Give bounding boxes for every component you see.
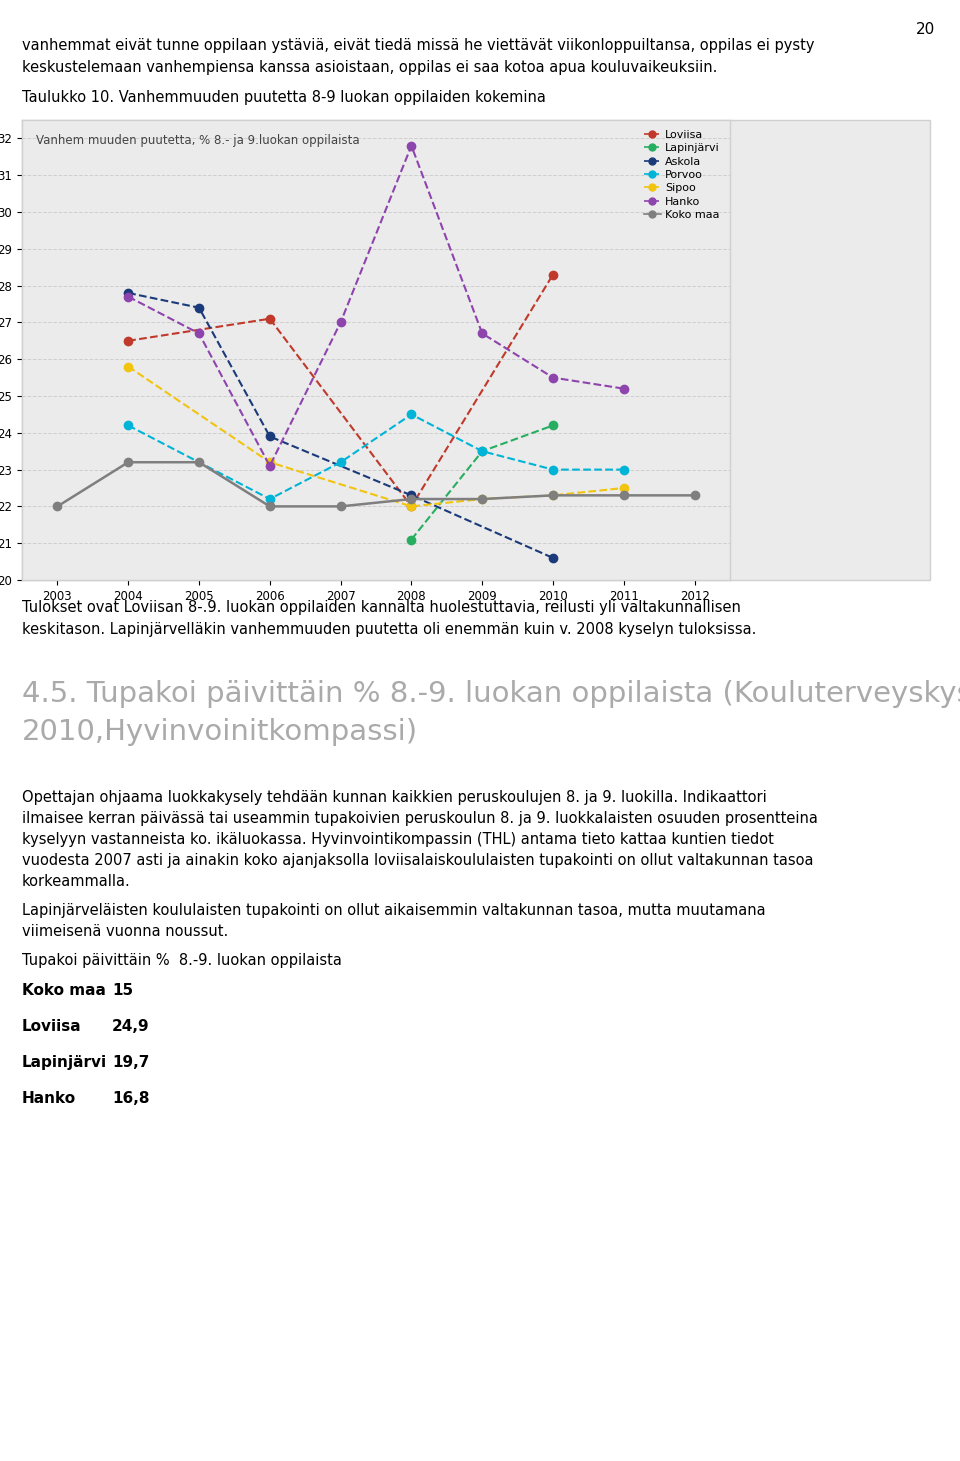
Text: 24,9: 24,9: [112, 1018, 150, 1034]
Text: 4.5. Tupakoi päivittäin % 8.-9. luokan oppilaista (Kouluterveyskysely: 4.5. Tupakoi päivittäin % 8.-9. luokan o…: [22, 679, 960, 709]
Text: 15: 15: [112, 983, 133, 998]
Text: Opettajan ohjaama luokkakysely tehdään kunnan kaikkien peruskoulujen 8. ja 9. lu: Opettajan ohjaama luokkakysely tehdään k…: [22, 790, 767, 805]
Text: Lapinjärveläisten koululaisten tupakointi on ollut aikaisemmin valtakunnan tasoa: Lapinjärveläisten koululaisten tupakoint…: [22, 903, 766, 918]
Text: vuodesta 2007 asti ja ainakin koko ajanjaksolla loviisalaiskoululaisten tupakoin: vuodesta 2007 asti ja ainakin koko ajanj…: [22, 853, 813, 868]
Text: ilmaisee kerran päivässä tai useammin tupakoivien peruskoulun 8. ja 9. luokkalai: ilmaisee kerran päivässä tai useammin tu…: [22, 811, 818, 825]
Text: Tulokset ovat Loviisan 8-.9. luokan oppilaiden kannalta huolestuttavia, reilusti: Tulokset ovat Loviisan 8-.9. luokan oppi…: [22, 600, 741, 615]
Text: Taulukko 10. Vanhemmuuden puutetta 8-9 luokan oppilaiden kokemina: Taulukko 10. Vanhemmuuden puutetta 8-9 l…: [22, 91, 546, 105]
Text: Koko maa: Koko maa: [22, 983, 106, 998]
Text: keskitason. Lapinjärvelläkin vanhemmuuden puutetta oli enemmän kuin v. 2008 kyse: keskitason. Lapinjärvelläkin vanhemmuude…: [22, 622, 756, 637]
Text: korkeammalla.: korkeammalla.: [22, 874, 131, 888]
Text: keskustelemaan vanhempiensa kanssa asioistaan, oppilas ei saa kotoa apua kouluva: keskustelemaan vanhempiensa kanssa asioi…: [22, 60, 717, 75]
Text: Loviisa: Loviisa: [22, 1018, 82, 1034]
Text: Vanhem muuden puutetta, % 8.- ja 9.luokan oppilaista: Vanhem muuden puutetta, % 8.- ja 9.luoka…: [36, 134, 360, 146]
Legend: Loviisa, Lapinjärvi, Askola, Porvoo, Sipoo, Hanko, Koko maa: Loviisa, Lapinjärvi, Askola, Porvoo, Sip…: [639, 126, 725, 225]
FancyBboxPatch shape: [730, 120, 930, 580]
Text: 2010,Hyvinvoinitkompassi): 2010,Hyvinvoinitkompassi): [22, 717, 419, 747]
Text: Hanko: Hanko: [22, 1091, 76, 1106]
Text: Lapinjärvi: Lapinjärvi: [22, 1055, 108, 1069]
Text: 20: 20: [916, 22, 935, 37]
Text: kyselyyn vastanneista ko. ikäluokassa. Hyvinvointikompassin (THL) antama tieto k: kyselyyn vastanneista ko. ikäluokassa. H…: [22, 831, 774, 847]
Text: viimeisenä vuonna noussut.: viimeisenä vuonna noussut.: [22, 923, 228, 939]
Text: Tupakoi päivittäin %  8.-9. luokan oppilaista: Tupakoi päivittäin % 8.-9. luokan oppila…: [22, 953, 342, 969]
Text: 19,7: 19,7: [112, 1055, 150, 1069]
Text: vanhemmat eivät tunne oppilaan ystäviä, eivät tiedä missä he viettävät viikonlop: vanhemmat eivät tunne oppilaan ystäviä, …: [22, 38, 814, 53]
Text: 16,8: 16,8: [112, 1091, 150, 1106]
